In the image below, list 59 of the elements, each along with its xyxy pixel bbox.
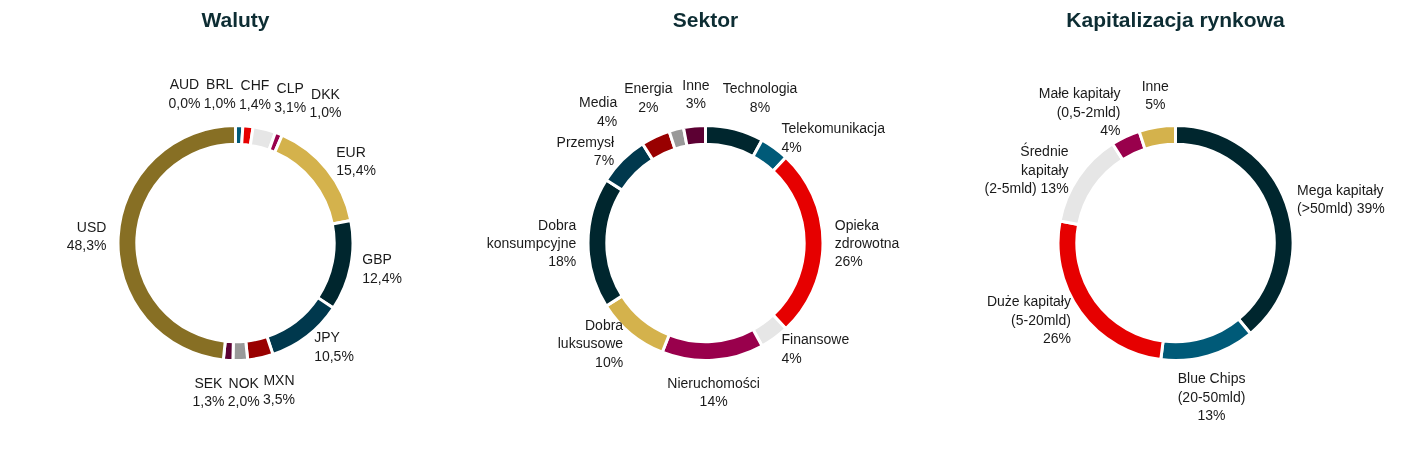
data-label: 2,0%	[227, 393, 260, 410]
data-label: 3%	[685, 95, 707, 112]
slice-label: DKK	[311, 85, 341, 102]
slice-label: Nieruchomości	[667, 374, 760, 391]
slice-label: Małe kapitały (0,5-2mld)	[1038, 85, 1121, 120]
slice-label: GBP	[362, 251, 392, 268]
slice-label: CLP	[276, 80, 304, 97]
data-label: 18%	[548, 253, 577, 270]
slice-label: Duże kapitały (5-20mld)	[986, 293, 1071, 328]
data-label: 10,5%	[314, 347, 354, 364]
data-label: 1,0%	[203, 94, 236, 111]
data-label: 1,0%	[309, 103, 342, 120]
data-label: 1,3%	[192, 393, 225, 410]
chart-title: Waluty	[201, 7, 270, 31]
category-label: AUD	[169, 76, 200, 93]
slice-label: Opieka zdrowotna	[834, 216, 900, 251]
chart-title: Sektor	[672, 7, 739, 31]
slice-label: NOK	[228, 375, 260, 392]
data-label: 10%	[595, 353, 624, 370]
data-label: 15,4%	[336, 162, 376, 179]
data-label: 3,1%	[274, 98, 307, 115]
data-label: 8%	[749, 98, 771, 115]
slice-label: Technologia	[722, 80, 798, 97]
slice-label: Przemysł	[556, 133, 615, 150]
chart-title: Kapitalizacja rynkowa	[1066, 7, 1285, 31]
data-label: 26%	[834, 253, 863, 270]
data-label: 26%	[1042, 330, 1071, 347]
slice-label: Inne	[1141, 78, 1170, 95]
slice-label: Inne	[682, 76, 710, 93]
slice-label: JPY	[314, 329, 341, 346]
slice-label: Energia	[624, 80, 673, 97]
data-label: 4%	[781, 138, 802, 155]
slice-label: Mega kapitały (>50mld) 39%	[1297, 181, 1385, 217]
data-label: 3,5%	[262, 390, 295, 407]
data-label: 4%	[1100, 121, 1121, 138]
text: 0,0%	[168, 94, 201, 111]
slice-label: Telekomunikacja	[781, 120, 886, 137]
slice-label: Blue Chips (20-50mld)	[1177, 370, 1246, 405]
slice-label: MXN	[263, 372, 295, 389]
data-label: 12,4%	[362, 269, 402, 286]
slice-label: EUR	[336, 144, 366, 161]
data-label: 7%	[593, 151, 615, 168]
data-label: 2%	[638, 98, 659, 115]
data-label: 1,4%	[239, 95, 271, 112]
data-label: 4%	[781, 349, 802, 366]
slice-label: Dobra konsumpcyjne	[486, 216, 577, 251]
slice-label: USD	[76, 219, 107, 236]
slice-label: SEK	[194, 374, 224, 391]
data-label: 48,3%	[66, 237, 107, 254]
data-label: 5%	[1145, 96, 1166, 113]
slice-label: BRL	[206, 76, 234, 93]
slice-label: Media	[579, 94, 618, 111]
data-label: 4%	[597, 112, 618, 129]
slice-label: CHF	[240, 77, 270, 94]
data-label: 14%	[699, 393, 728, 410]
slice-label: Finansowe	[781, 331, 850, 348]
slice-label: Dobra luksusowe	[557, 317, 624, 352]
data-label: 13%	[1197, 407, 1226, 424]
slice-label: Średnie kapitały (2-5mld) 13%	[984, 142, 1069, 197]
